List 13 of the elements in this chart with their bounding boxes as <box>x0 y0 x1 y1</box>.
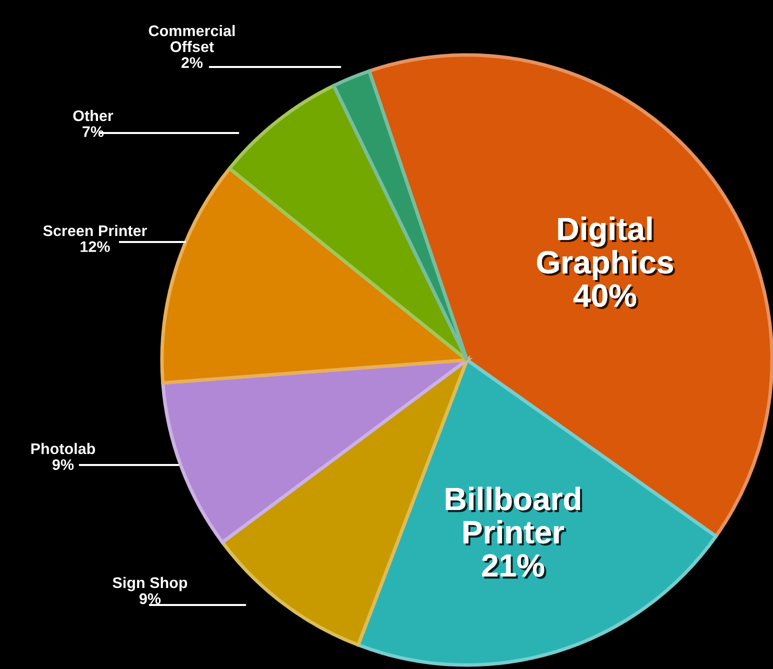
slice-label: Sign Shop <box>112 576 188 592</box>
slice-label: Billboard Printer <box>446 486 582 546</box>
data-label: 2% <box>181 57 203 68</box>
data-label: 40% <box>574 284 638 309</box>
slice-label: Screen Printer <box>43 224 147 236</box>
data-label: 12% <box>80 241 110 252</box>
data-label: 9% <box>52 459 74 470</box>
data-label: 9% <box>139 593 161 604</box>
slice-label: Photolab <box>31 442 96 454</box>
data-label: 21% <box>482 554 546 579</box>
slice-label: Digital Graphics <box>537 216 676 282</box>
slice-label: Commercial Offset <box>148 24 235 52</box>
slice-label: Other <box>73 110 114 122</box>
